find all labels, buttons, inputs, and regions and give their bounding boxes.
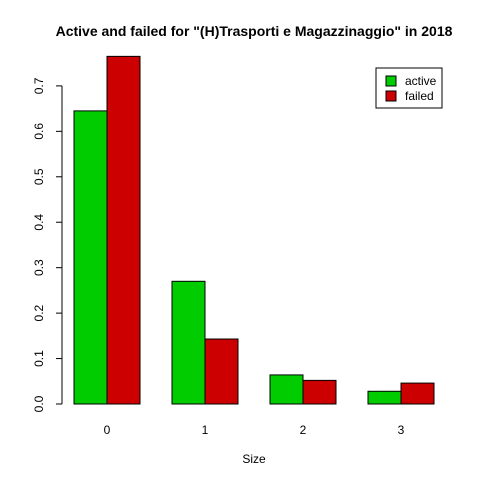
legend-label-failed: failed <box>405 89 434 103</box>
x-tick-label: 2 <box>300 423 307 437</box>
bar-failed-3 <box>400 382 435 405</box>
bar-failed-0 <box>106 55 141 405</box>
legend-swatch-active <box>385 75 397 87</box>
bar-active-3 <box>367 390 402 405</box>
y-tick-label: 0.6 <box>32 123 46 140</box>
y-axis: 0.0 0.1 0.2 0.3 0.4 0.5 0.6 0.7 <box>32 77 63 412</box>
x-tick-label: 0 <box>104 423 111 437</box>
bars-group <box>73 55 435 405</box>
bar-active-0 <box>73 110 108 405</box>
y-tick-label: 0.5 <box>32 168 46 185</box>
chart-title: Active and failed for "(H)Trasporti e Ma… <box>56 23 453 39</box>
x-axis-ticks: 0 1 2 3 <box>104 423 405 437</box>
x-tick-label: 3 <box>398 423 405 437</box>
legend-swatch-failed <box>385 90 397 102</box>
y-tick-label: 0.1 <box>32 350 46 367</box>
legend-label-active: active <box>405 74 437 88</box>
bar-active-1 <box>171 280 206 405</box>
bar-failed-2 <box>302 379 337 405</box>
y-tick-label: 0.3 <box>32 259 46 276</box>
y-tick-label: 0.2 <box>32 304 46 321</box>
bar-active-2 <box>269 374 304 405</box>
bar-failed-1 <box>204 338 239 405</box>
x-tick-label: 1 <box>202 423 209 437</box>
x-axis-label: Size <box>242 452 266 466</box>
y-tick-label: 0.4 <box>32 214 46 231</box>
y-tick-label: 0.7 <box>32 77 46 94</box>
y-tick-label: 0.0 <box>32 395 46 412</box>
